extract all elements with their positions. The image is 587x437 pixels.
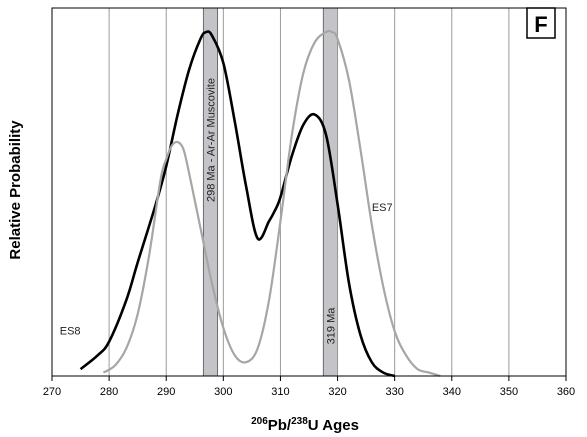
- x-axis-label-base1: Pb/: [268, 417, 292, 434]
- x-tick-label-340: 340: [443, 386, 461, 398]
- y-axis-label: Relative Probability: [7, 120, 24, 260]
- probability-curves: [79, 29, 441, 378]
- band-label-0: 298 Ma - Ar-Ar Muscovite: [205, 78, 217, 202]
- band-label-1: 319 Ma: [325, 307, 337, 345]
- x-axis-label: 206Pb/238U Ages: [251, 416, 359, 434]
- series-label-es8: ES8: [60, 326, 81, 338]
- x-tick-label-290: 290: [157, 386, 175, 398]
- panel-label: F: [534, 12, 547, 37]
- x-axis-label-sup1: 206: [251, 416, 268, 427]
- x-tick-label-320: 320: [328, 386, 346, 398]
- x-tick-label-330: 330: [385, 386, 403, 398]
- x-axis-label-sup2: 238: [291, 416, 308, 427]
- x-tick-label-300: 300: [214, 386, 232, 398]
- x-tick-label-280: 280: [100, 386, 118, 398]
- x-tick-label-310: 310: [271, 386, 289, 398]
- band-labels: 298 Ma - Ar-Ar Muscovite 319 Ma: [205, 78, 337, 344]
- x-axis-ticks: 270 280 290 300 310 320 330 340 350 360: [43, 376, 575, 398]
- panel-label-box: F: [526, 7, 556, 39]
- series-labels: ES8 ES7: [60, 202, 393, 338]
- series-es7-curve: [102, 29, 441, 378]
- x-tick-label-270: 270: [43, 386, 61, 398]
- x-axis-label-base2: U Ages: [308, 417, 359, 434]
- series-label-es7: ES7: [372, 202, 393, 214]
- panel-label-frame: [526, 7, 556, 39]
- x-tick-label-350: 350: [500, 386, 518, 398]
- series-es8-curve: [79, 30, 396, 378]
- x-tick-label-360: 360: [557, 386, 575, 398]
- plot-frame: [51, 7, 567, 377]
- vertical-gridlines: [108, 8, 510, 376]
